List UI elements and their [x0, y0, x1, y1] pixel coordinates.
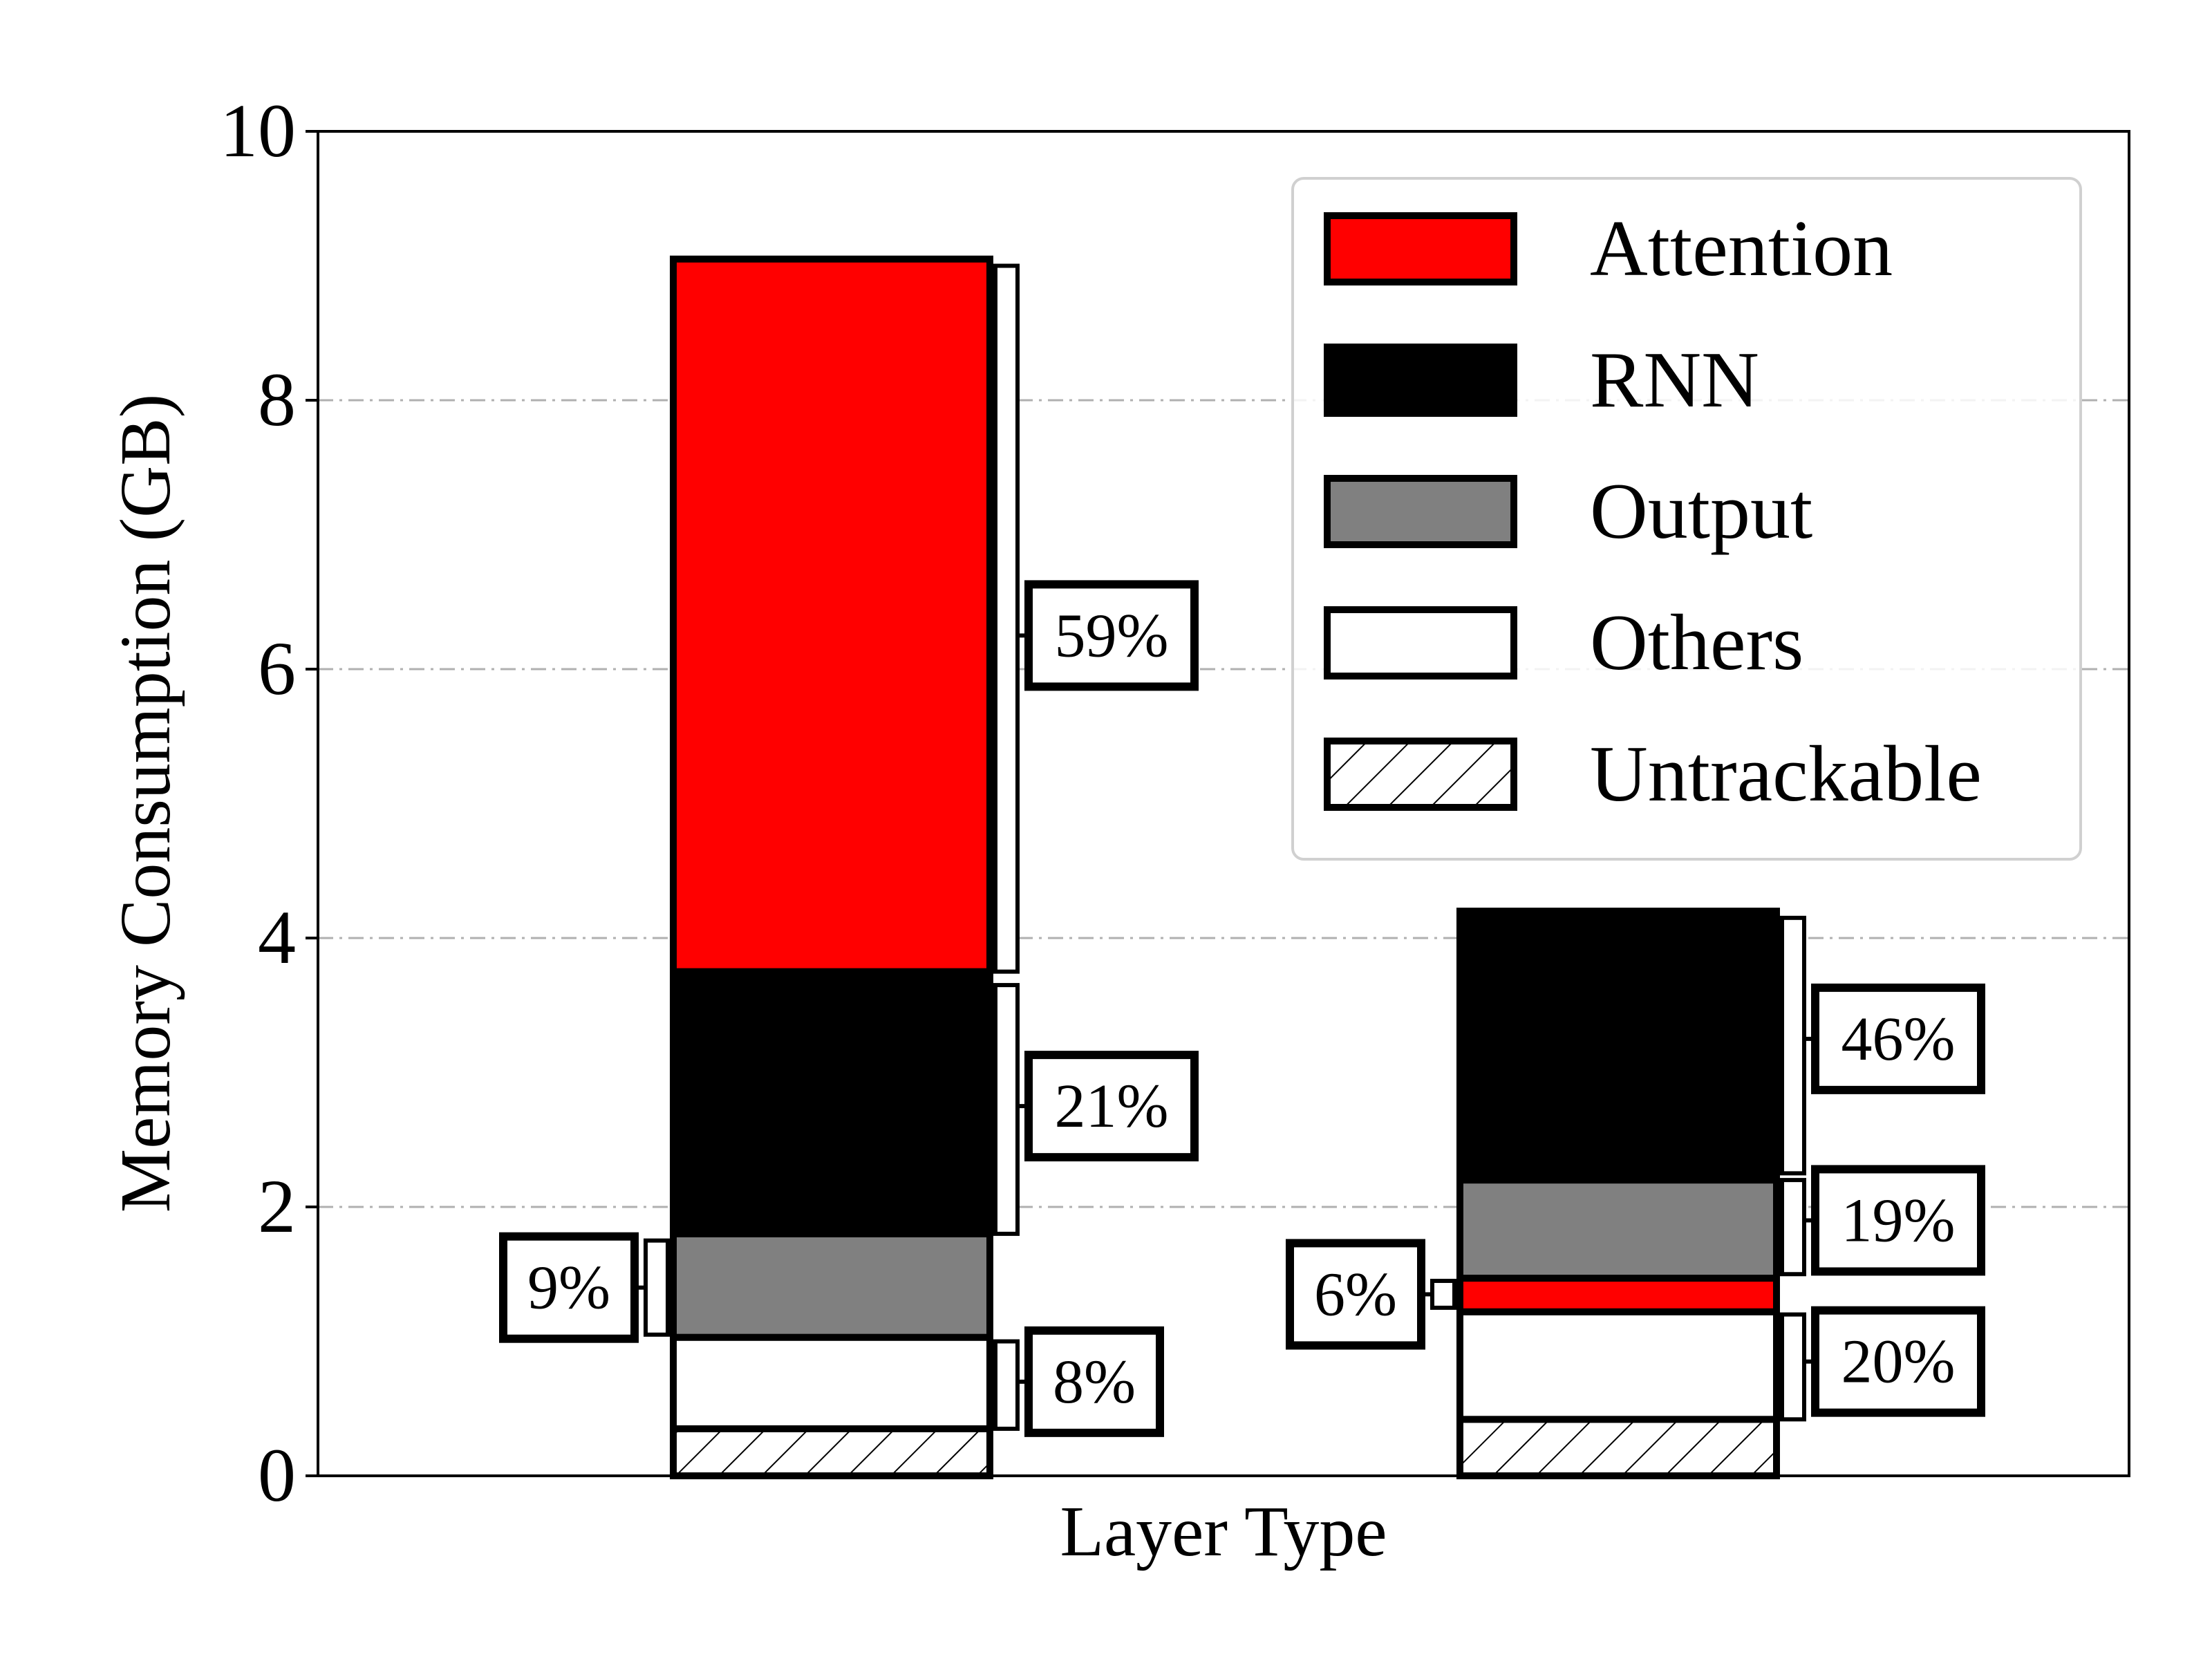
- annotation-box: [1024, 1051, 1199, 1162]
- annotation-label: 9%: [527, 1254, 610, 1322]
- bracket: [1780, 1312, 1806, 1422]
- annotation-box: [1024, 1326, 1164, 1437]
- bracket: [993, 983, 1020, 1236]
- legend-label-others: Others: [1590, 599, 1803, 687]
- legend-label-output: Output: [1590, 467, 1812, 556]
- bracket: [1780, 1178, 1806, 1277]
- y-tick-label: 2: [258, 1164, 296, 1248]
- y-axis-label: Memory Consumption (GB): [106, 394, 185, 1212]
- legend-swatch-output: [1324, 475, 1517, 548]
- bar-segment-attention: [1456, 1275, 1780, 1315]
- bracket: [1430, 1278, 1456, 1310]
- legend-label-attention: Attention: [1590, 205, 1893, 293]
- legend-swatch-untrackable: [1324, 738, 1517, 811]
- annotation-label: 20%: [1841, 1328, 1956, 1396]
- annotation-label: 46%: [1841, 1005, 1956, 1074]
- y-tick-label: 4: [258, 895, 296, 980]
- bar-segment-untrackable: [1456, 1416, 1780, 1480]
- bars: [670, 255, 1780, 1480]
- y-tick-label: 6: [258, 626, 296, 711]
- axes: 0 2 4 6 8 10: [220, 88, 318, 1517]
- legend-label-untrackable: Untrackable: [1590, 730, 1982, 818]
- plot-frame: [317, 130, 2130, 1477]
- legend-swatch-rnn: [1324, 344, 1517, 417]
- bar-segment-attention: [670, 255, 993, 975]
- bar-segment-rnn: [670, 968, 993, 1237]
- y-tick-label: 8: [258, 357, 296, 442]
- annotation-box: [1024, 580, 1199, 691]
- bar-segment-rnn: [1456, 908, 1780, 1184]
- legend-swatch-others: [1324, 606, 1517, 679]
- legend-swatch-attention: [1324, 212, 1517, 285]
- y-tick-label: 0: [258, 1433, 296, 1517]
- annotation-box: [1811, 1165, 1985, 1276]
- bracket: [644, 1238, 670, 1337]
- annotation-box: [499, 1232, 639, 1343]
- bracket: [993, 263, 1020, 974]
- legend-label-rnn: RNN: [1590, 336, 1759, 424]
- annotation-label: 21%: [1055, 1072, 1169, 1141]
- legend: Attention RNN Output Others Untrackable: [1291, 177, 2082, 861]
- bar-segment-output: [670, 1230, 993, 1341]
- annotation-box: [1811, 1306, 1985, 1417]
- annotation-label: 19%: [1841, 1186, 1956, 1255]
- bracket: [1780, 915, 1806, 1176]
- x-axis-label: Layer Type: [1060, 1492, 1387, 1571]
- annotation-box: [1286, 1239, 1425, 1350]
- annotation-label: 6%: [1314, 1260, 1397, 1329]
- gridlines: [318, 399, 2129, 1208]
- bar-segment-others: [1456, 1308, 1780, 1423]
- y-tick-label: 10: [220, 88, 296, 173]
- bar-segment-output: [1456, 1177, 1780, 1282]
- annotation-label: 59%: [1055, 601, 1169, 670]
- bracket: [993, 1339, 1020, 1431]
- annotations: 59% 21% 9% 8% 46% 19% 6% 20%: [499, 263, 1985, 1437]
- annotation-box: [1811, 983, 1985, 1094]
- annotation-label: 8%: [1053, 1348, 1136, 1416]
- bar-segment-untrackable: [670, 1425, 993, 1480]
- bar-segment-others: [670, 1333, 993, 1432]
